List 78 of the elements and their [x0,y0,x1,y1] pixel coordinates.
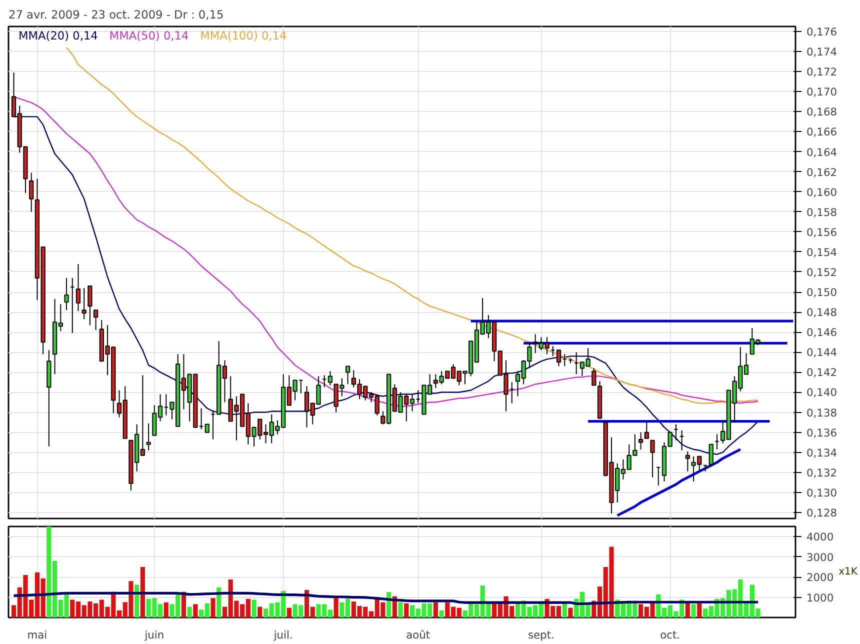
candlestick [592,368,596,386]
y-tick-label: 0,128 [806,506,838,520]
y-tick-label: 2000 [806,571,834,584]
bar [164,602,168,618]
bar [258,606,262,618]
candlestick [76,263,81,312]
x-tick-label: mai [27,628,48,642]
candlestick [146,422,151,451]
bar [697,603,702,618]
y-tick-label: 3000 [806,550,834,564]
candlestick [328,370,333,386]
x-tick-label: juil. [272,628,293,642]
bar [286,608,292,618]
candlestick [94,310,98,331]
y-tick-label: 0,150 [806,286,838,300]
y-tick-label: 0,136 [806,426,838,440]
candlestick [685,450,690,472]
y-tick-label: 0,130 [806,486,838,500]
y-tick-label: 0,138 [806,406,838,420]
bar [398,602,403,618]
x-tick-label: juin [144,628,164,642]
y-tick-label: 0,172 [806,66,838,79]
y-tick-label: 0,140 [806,386,838,400]
y-tick-label: 0,142 [806,366,838,380]
bar [193,604,198,618]
candlestick [638,432,644,450]
y-tick-label: 0,164 [806,146,838,159]
bar [252,600,256,618]
y-tick-label: 0,176 [806,26,838,39]
candlestick [29,172,34,212]
candlestick [88,286,92,326]
y-tick-label: 0,144 [806,346,838,360]
bar [691,604,696,618]
y-tick-label: 0,160 [806,186,838,199]
y-tick-label: 0,154 [806,246,838,259]
y-tick-label: 0,170 [806,86,838,99]
bar [210,598,216,618]
y-tick-label: 0,166 [806,126,838,139]
y-tick-label: 0,158 [806,206,838,219]
bar [568,608,573,618]
text: MMA(100) 0,14 [200,28,287,42]
bar [134,584,140,618]
bar [685,602,690,618]
line-series [616,448,742,517]
chart-title: 27 avr. 2009 - 23 oct. 2009 - Dr : 0,15 [8,8,224,22]
bar [334,596,338,618]
candlestick [708,444,714,467]
bar [187,606,192,618]
x-tick-label: oct. [660,628,680,642]
y-tick-label: 0,174 [806,46,838,59]
y-tick-label: 0,152 [806,266,838,279]
y-tick-label: 0,132 [806,466,838,480]
bar [404,603,409,618]
candlestick [650,440,655,478]
y-tick-label: 0,156 [806,226,838,239]
bar [439,610,444,618]
y-tick-label: 0,134 [806,446,838,460]
candlestick [82,288,86,320]
y-tick-label: 4000 [806,530,834,544]
bar [140,566,145,618]
y-tick-label: 0,146 [806,326,838,340]
line-series [12,592,760,606]
bar [562,603,567,618]
x-tick-label: août [406,628,430,642]
candlestick [644,420,649,439]
bar [433,602,438,618]
line-series [66,46,759,404]
y-axis-title: x1K [838,566,858,578]
candlestick [345,366,350,385]
y-tick-label: 0,168 [806,106,838,119]
x-tick-label: sept. [528,628,554,642]
candlestick [556,350,562,367]
y-tick-label: 1000 [806,591,834,604]
text: MMA(50) 0,14 [109,28,189,42]
y-tick-label: 0,148 [806,306,838,320]
y-tick-label: 0,162 [806,166,838,179]
text: MMA(20) 0,14 [18,28,98,42]
candlestick [64,278,69,311]
